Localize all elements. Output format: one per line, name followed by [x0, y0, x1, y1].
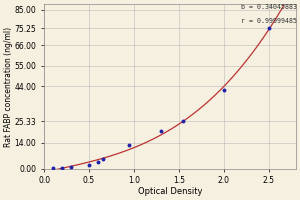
Point: [159, 130, 164, 133]
Point: [60, 166, 64, 169]
Point: [69, 165, 74, 169]
Point: [127, 144, 132, 147]
Point: [96, 161, 100, 164]
Point: [266, 26, 271, 30]
Point: [181, 120, 186, 123]
Y-axis label: Rat FABP concentration (ng/ml): Rat FABP concentration (ng/ml): [4, 26, 13, 147]
Text: b = 0.34045883: b = 0.34045883: [241, 4, 297, 10]
Point: [221, 89, 226, 92]
Point: [87, 163, 92, 167]
X-axis label: Optical Density: Optical Density: [138, 187, 202, 196]
Point: [100, 158, 105, 161]
Text: r = 0.99999485: r = 0.99999485: [241, 18, 297, 24]
Point: [51, 167, 56, 170]
